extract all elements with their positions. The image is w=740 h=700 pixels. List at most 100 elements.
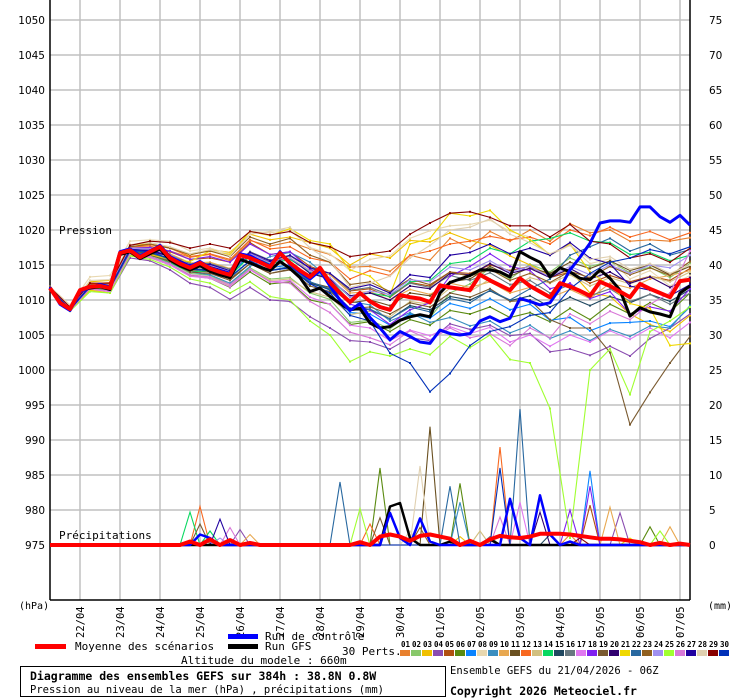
perturbation-point <box>629 321 631 324</box>
date-tick-label: 04/05 <box>555 606 567 638</box>
perturbation-point <box>509 230 511 233</box>
perturbation-point <box>629 257 631 259</box>
perturbation-point <box>689 245 691 248</box>
perturbation-point <box>189 273 191 276</box>
perturbation-point <box>429 338 431 341</box>
perturbation-point <box>389 343 391 346</box>
perturbation-point <box>669 280 671 283</box>
perturbation-point <box>169 245 171 248</box>
perturbation-point <box>669 285 671 287</box>
perturbation-point <box>609 237 611 240</box>
perturbation-point <box>409 300 411 303</box>
perturbation-legend-number: 30 <box>719 640 730 649</box>
left-tick-label: 995 <box>25 400 45 412</box>
perturbation-point <box>609 257 611 260</box>
mean-precip-line <box>50 531 691 547</box>
perturbation-point <box>229 282 231 285</box>
perturbation-point <box>449 327 451 329</box>
perturbation-point <box>549 318 551 321</box>
perturbation-point <box>549 278 551 280</box>
perturbation-point <box>349 296 351 299</box>
perturbation-point <box>329 298 331 301</box>
perturbation-point <box>449 316 451 319</box>
perturbation-point <box>489 259 491 262</box>
perturbation-point <box>349 266 351 269</box>
perturbation-point <box>249 230 251 233</box>
perturbation-point <box>509 325 511 328</box>
perturbation-point <box>529 362 531 364</box>
perturbation-point <box>309 272 311 275</box>
perturbation-point <box>409 311 411 314</box>
perturbation-point <box>509 344 511 347</box>
perturbation-point <box>369 336 371 339</box>
perturbation-legend-swatch <box>576 650 586 656</box>
perturbation-point <box>289 280 291 283</box>
perturbation-point <box>489 217 491 220</box>
perturbation-point <box>549 306 551 308</box>
perturbation-legend-number: 01 <box>400 640 411 649</box>
perturbation-point <box>529 265 531 268</box>
perturbation-point <box>329 287 331 290</box>
perturbation-point <box>529 303 531 306</box>
perturbation-14-series <box>49 231 691 547</box>
perturbation-point <box>609 328 611 331</box>
perturbation-point <box>489 265 491 268</box>
date-tick-label: 01/05 <box>435 606 447 638</box>
date-tick-label: 30/04 <box>395 606 407 638</box>
perturbation-point <box>489 264 491 266</box>
perturbation-point <box>549 345 551 348</box>
perturbation-point <box>489 252 491 255</box>
perturbation-point <box>409 304 411 307</box>
perturbation-point <box>269 238 271 241</box>
perturbation-point <box>629 278 631 280</box>
perturbation-point <box>189 275 191 278</box>
perturbation-point <box>629 300 631 303</box>
left-tick-label: 1000 <box>18 365 45 377</box>
perturbation-point <box>649 269 651 272</box>
perturbation-point <box>489 332 491 335</box>
perturbation-point <box>689 260 691 263</box>
perturbation-point <box>329 276 331 279</box>
perturbation-point <box>289 237 291 240</box>
perturbation-point <box>429 237 431 240</box>
perturbation-point <box>549 271 551 273</box>
perturbation-point <box>589 341 591 343</box>
perturbation-point <box>249 280 251 283</box>
perturbation-legend-number: 03 <box>422 640 433 649</box>
perturbation-point <box>449 231 451 234</box>
perturbation-point <box>569 327 571 329</box>
perturbation-point <box>229 259 231 262</box>
perturbation-point <box>169 252 171 255</box>
perturbation-point <box>669 261 671 264</box>
perturbation-point <box>529 332 531 335</box>
perturbation-point <box>389 327 391 330</box>
perturbation-point <box>469 344 471 347</box>
perturbation-point <box>689 335 691 338</box>
perturbation-point <box>609 290 611 293</box>
perturbation-point <box>609 310 611 313</box>
left-tick-label: 1030 <box>18 155 45 167</box>
mean-legend-swatch <box>35 644 66 649</box>
perturbation-point <box>309 285 311 287</box>
perturbation-point <box>349 324 351 327</box>
perturbation-point <box>569 241 571 244</box>
right-axis-unit: (mm) <box>708 601 733 612</box>
perturbation-point <box>469 223 471 226</box>
left-tick-label: 1035 <box>18 120 45 132</box>
perturbation-legend-number: 07 <box>466 640 477 649</box>
perturbation-point <box>609 345 611 348</box>
perturbation-point <box>429 321 431 324</box>
perturbation-point <box>669 266 671 269</box>
perturbation-point <box>429 229 431 232</box>
perturbation-point <box>549 292 551 294</box>
perturbation-point <box>669 286 671 289</box>
perturbation-point <box>549 240 551 243</box>
chart-title: Diagramme des ensembles GEFS sur 384h : … <box>30 669 377 683</box>
date-tick-label: 02/05 <box>475 606 487 638</box>
perturbation-point <box>289 240 291 243</box>
perturbation-point <box>669 276 671 279</box>
right-tick-label: 30 <box>709 330 722 342</box>
perturbation-point <box>669 252 671 255</box>
perturbation-point <box>469 282 471 285</box>
perturbation-point <box>349 255 351 258</box>
